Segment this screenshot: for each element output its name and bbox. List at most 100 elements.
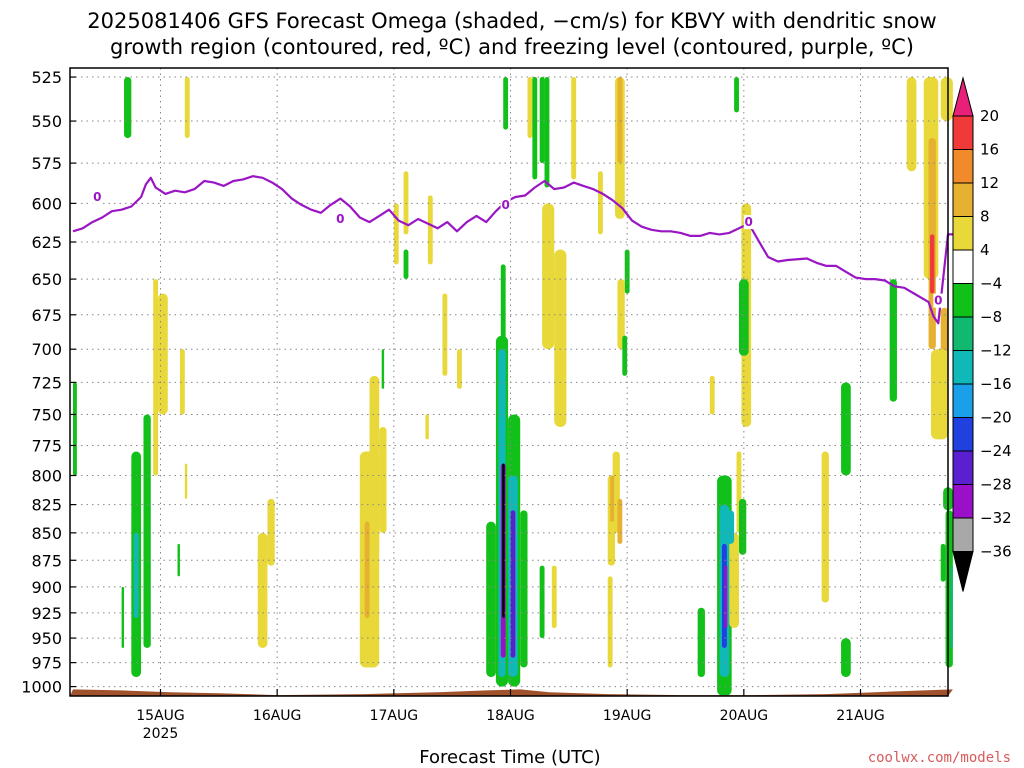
y-tick-label: 550: [31, 112, 62, 131]
omega-region: [930, 234, 935, 294]
y-tick-label: 625: [31, 233, 62, 252]
omega-region: [184, 463, 188, 499]
y-tick-label: 975: [31, 654, 62, 673]
omega-region: [821, 451, 829, 603]
omega-region: [539, 77, 545, 164]
colorbar-top-arrow: [952, 76, 974, 117]
omega-region: [179, 349, 185, 415]
omega-region: [607, 576, 613, 668]
omega-region: [734, 77, 739, 113]
colorbar-label: 12: [980, 174, 999, 192]
omega-region: [153, 279, 159, 476]
omega-region: [841, 638, 851, 678]
omega-region: [73, 382, 77, 476]
omega-region: [930, 349, 948, 440]
y-tick-label: 525: [31, 68, 62, 87]
credit-link[interactable]: coolwx.com/models: [868, 750, 1011, 766]
colorbar-segment: [952, 417, 974, 452]
omega-region: [427, 195, 433, 265]
colorbar-segment: [952, 115, 974, 150]
colorbar-segment: [952, 484, 974, 519]
x-tick-label: 19AUG: [603, 708, 652, 724]
colorbar-bottom-arrow: [952, 551, 974, 592]
colorbar-label: 8: [980, 208, 990, 226]
omega-region: [542, 203, 555, 350]
omega-region: [571, 77, 577, 180]
omega-region: [425, 414, 429, 440]
y-tick-label: 950: [31, 629, 62, 648]
omega-region: [486, 521, 496, 678]
colorbar-label: −36: [980, 543, 1012, 561]
omega-region: [738, 279, 749, 356]
omega-region: [143, 414, 151, 648]
omega-region: [738, 498, 747, 555]
colorbar-segment: [952, 350, 974, 385]
omega-region: [544, 77, 550, 188]
y-axis-pressure-ticks: 525 550 575 600 625 650 675 700 725 750 775 800 825 8…: [21, 68, 76, 697]
y-tick-label: 925: [31, 604, 62, 623]
colorbar-label: −4: [980, 275, 1002, 293]
omega-region: [364, 521, 370, 618]
omega-region: [697, 607, 705, 678]
omega-region: [403, 249, 409, 280]
colorbar-segment: [952, 249, 974, 284]
omega-region: [184, 77, 190, 139]
omega-region: [622, 335, 628, 376]
omega-region: [133, 532, 139, 618]
omega-region: [403, 171, 409, 235]
omega-region: [124, 77, 132, 139]
y-tick-label: 775: [31, 436, 62, 455]
omega-region: [442, 293, 448, 376]
freezing-level-label: 0: [336, 212, 344, 226]
colorbar-label: −32: [980, 509, 1012, 527]
colorbar-label: −16: [980, 375, 1012, 393]
gridlines: [70, 68, 948, 696]
freezing-label-bg: [933, 293, 944, 308]
freezing-label-bg: [92, 190, 103, 205]
omega-region: [906, 77, 917, 172]
omega-region: [617, 279, 625, 350]
colorbar-segment: [952, 283, 974, 318]
x-axis-label: Forecast Time (UTC): [419, 747, 600, 768]
y-tick-label: 825: [31, 496, 62, 515]
freezing-label-bg: [335, 212, 346, 227]
colorbar-label: −12: [980, 342, 1012, 360]
y-tick-label: 725: [31, 373, 62, 392]
omega-region: [551, 565, 557, 629]
omega-region: [257, 532, 268, 648]
colorbar-label: −24: [980, 442, 1012, 460]
y-tick-label: 750: [31, 405, 62, 424]
omega-region: [940, 543, 946, 582]
omega-region: [121, 586, 125, 648]
omega-region: [610, 475, 615, 522]
omega-region: [457, 349, 462, 389]
colorbar-segment: [952, 149, 974, 184]
omega-region: [950, 565, 953, 648]
omega-region: [502, 463, 505, 618]
freezing-level-label: 0: [934, 294, 942, 308]
colorbar-segment: [952, 216, 974, 251]
omega-region: [841, 382, 851, 476]
x-tick-year-label: 2025: [143, 726, 179, 742]
omega-region: [617, 498, 623, 544]
omega-region: [381, 349, 385, 389]
omega-region: [617, 77, 623, 164]
y-tick-label: 650: [31, 270, 62, 289]
omega-region: [940, 77, 953, 122]
omega-region: [554, 249, 567, 427]
freezing-level-label: 0: [745, 215, 753, 229]
terrain-fill: [70, 689, 953, 696]
colorbar-label: 20: [980, 107, 999, 125]
colorbar-segment: [952, 517, 974, 552]
chart-title-line-1: 2025081406 GFS Forecast Omega (shaded, −…: [87, 9, 936, 33]
omega-region: [158, 293, 168, 415]
freezing-level-contour: 0 0 0 0 0: [72, 175, 953, 325]
y-tick-label: 600: [31, 194, 62, 213]
omega-region: [709, 375, 715, 415]
x-axis-time-ticks: 15AUG 2025 16AUG 17AUG 18AUG 19AUG 20AUG 21AUG: [136, 689, 885, 742]
y-tick-label: 575: [31, 154, 62, 173]
x-tick-label: 21AUG: [836, 708, 885, 724]
omega-region: [379, 426, 387, 533]
x-tick-label: 18AUG: [486, 708, 535, 724]
